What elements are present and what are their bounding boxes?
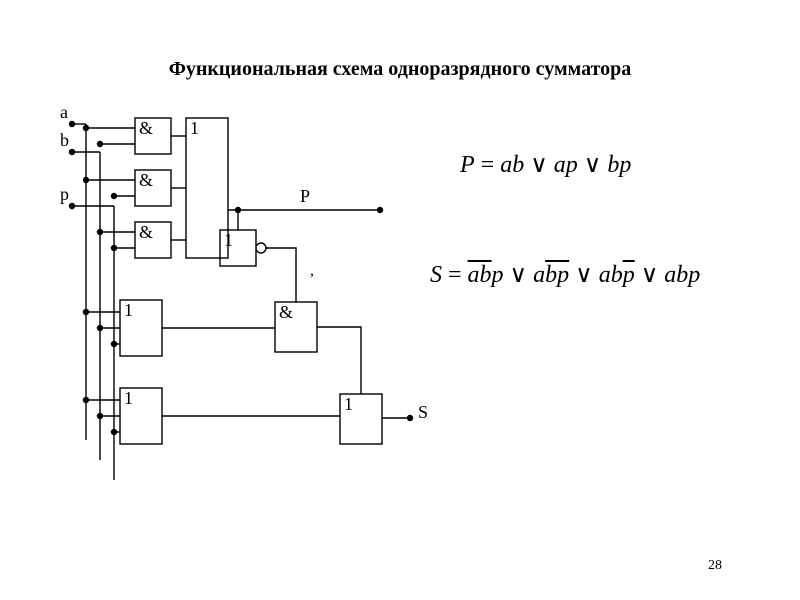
svg-text:1: 1 — [124, 388, 133, 408]
svg-text:1: 1 — [190, 118, 199, 138]
svg-text:&: & — [139, 118, 153, 138]
svg-text:1: 1 — [344, 394, 353, 414]
svg-text:1: 1 — [224, 230, 233, 250]
svg-text:a: a — [60, 102, 68, 122]
svg-text:p: p — [60, 184, 69, 204]
svg-text:S: S — [418, 402, 428, 422]
svg-text:1: 1 — [124, 300, 133, 320]
svg-text:&: & — [139, 222, 153, 242]
svg-text:b: b — [60, 130, 69, 150]
svg-text:&: & — [279, 302, 293, 322]
svg-text:&: & — [139, 170, 153, 190]
circuit-diagram: ab p & & & 1 1 1 1 & 1 P S — [0, 0, 800, 600]
svg-text:P: P — [300, 186, 310, 206]
